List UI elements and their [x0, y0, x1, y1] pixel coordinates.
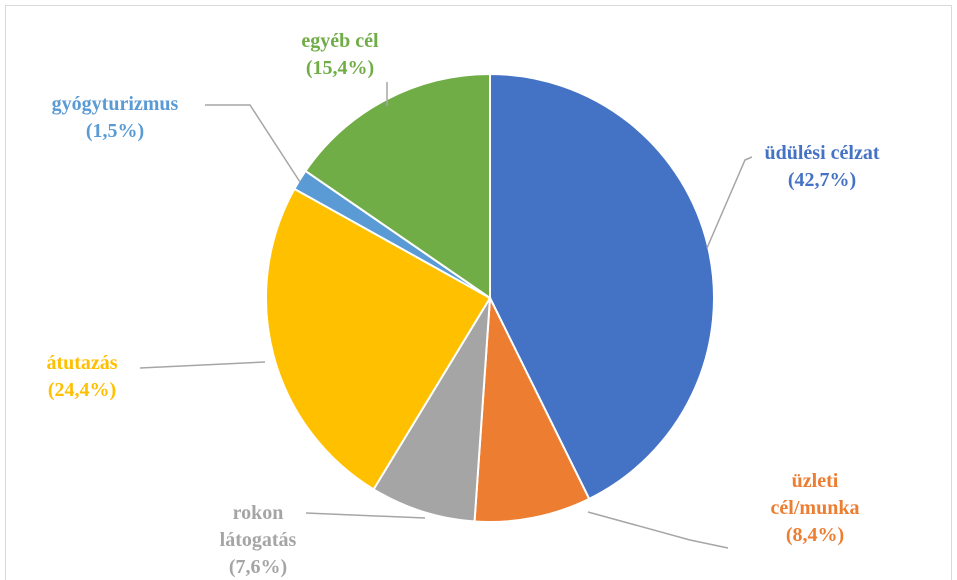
- value-label: (42,7%): [787, 169, 857, 191]
- leader-line: [205, 104, 301, 183]
- category-label: üzleti cél/munka: [770, 470, 860, 519]
- leader-line: [139, 361, 266, 369]
- pie-slice: [304, 72, 491, 300]
- category-label: egyéb cél: [301, 30, 379, 52]
- value-label: (24,4%): [47, 379, 117, 401]
- category-label: átutazás: [46, 352, 118, 374]
- data-label: átutazás (24,4%): [46, 350, 117, 404]
- value-label: (1,5%): [85, 120, 145, 142]
- category-label: üdülési célzat: [764, 142, 880, 164]
- category-label: gyógyturizmus: [51, 93, 179, 115]
- data-label: üdülési célzat (42,7%): [765, 140, 880, 194]
- leader-line: [587, 511, 729, 549]
- value-label: (7,6%): [228, 556, 288, 578]
- category-label: rokon látogatás: [219, 502, 297, 551]
- data-label: üzleti cél/munka (8,4%): [771, 468, 860, 549]
- value-label: (15,4%): [305, 57, 375, 79]
- data-label: egyéb cél (15,4%): [301, 28, 378, 82]
- pie-slice: [265, 187, 492, 491]
- chart-border: [5, 5, 952, 580]
- leader-line: [706, 156, 753, 249]
- leader-line: [305, 512, 426, 519]
- data-label: gyógyturizmus (1,5%): [52, 91, 179, 145]
- pie-slice: [372, 297, 491, 523]
- value-label: (8,4%): [785, 524, 845, 546]
- data-label: rokon látogatás (7,6%): [220, 500, 297, 580]
- pie-slice: [473, 294, 591, 523]
